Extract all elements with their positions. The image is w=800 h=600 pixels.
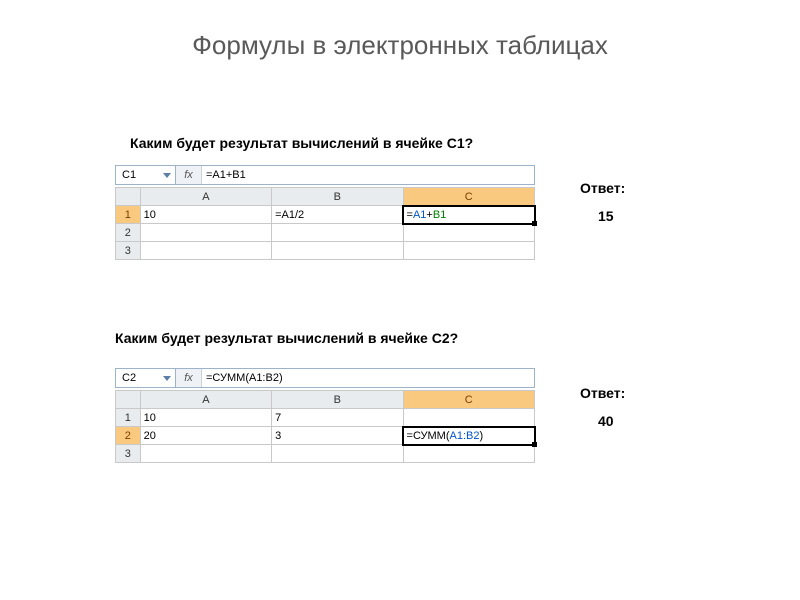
col-header-B[interactable]: B (272, 188, 403, 206)
column-header-row: A B C (116, 188, 535, 206)
formula-text: =СУММ(A1:B2) (206, 372, 283, 384)
formula-text: =A1+B1 (206, 169, 246, 181)
question-2: Каким будет результат вычислений в ячейк… (115, 330, 458, 346)
cell-B2[interactable]: 3 (272, 427, 403, 445)
spreadsheet-2[interactable]: A B C 1 10 7 2 20 3 =СУММ(A1:B2) 3 (115, 390, 535, 463)
name-box-value: C1 (122, 169, 136, 181)
table-row: 3 (116, 242, 535, 260)
cell-C3[interactable] (403, 242, 534, 260)
spreadsheet-1[interactable]: A B C 1 10 =A1/2 =A1+B1 2 3 (115, 187, 535, 260)
cell-ref-A1: A1 (413, 209, 426, 221)
slide-title: Формулы в электронных таблицах (0, 30, 800, 61)
cell-B1[interactable]: 7 (272, 409, 403, 427)
name-box[interactable]: C1 (116, 166, 176, 184)
column-header-row: A B C (116, 391, 535, 409)
cell-text: =СУММ( (407, 430, 450, 442)
cell-A3[interactable] (140, 445, 271, 463)
formula-input[interactable]: =СУММ(A1:B2) (202, 369, 534, 387)
cell-C3[interactable] (403, 445, 534, 463)
table-row: 3 (116, 445, 535, 463)
fx-icon[interactable]: fx (176, 166, 202, 184)
cell-B1[interactable]: =A1/2 (272, 206, 403, 224)
row-header-1[interactable]: 1 (116, 409, 141, 427)
cell-ref-B1: B1 (433, 209, 446, 221)
cell-B3[interactable] (272, 445, 403, 463)
cell-A1[interactable]: 10 (140, 206, 271, 224)
row-header-3[interactable]: 3 (116, 445, 141, 463)
col-header-B[interactable]: B (272, 391, 403, 409)
cell-B3[interactable] (272, 242, 403, 260)
name-box[interactable]: C2 (116, 369, 176, 387)
row-header-2[interactable]: 2 (116, 427, 141, 445)
table-row: 2 (116, 224, 535, 242)
cell-C1[interactable] (403, 409, 534, 427)
formula-bar: C2 fx =СУММ(A1:B2) (115, 368, 535, 388)
col-header-C[interactable]: C (403, 188, 534, 206)
cell-B2[interactable] (272, 224, 403, 242)
formula-bar: C1 fx =A1+B1 (115, 165, 535, 185)
excel-snippet-1: C1 fx =A1+B1 A B C 1 10 =A1/2 =A1+B1 2 (115, 165, 535, 260)
row-header-2[interactable]: 2 (116, 224, 141, 242)
table-row: 1 10 =A1/2 =A1+B1 (116, 206, 535, 224)
cell-A3[interactable] (140, 242, 271, 260)
cell-C2[interactable]: =СУММ(A1:B2) (403, 427, 534, 445)
corner-cell[interactable] (116, 188, 141, 206)
question-1: Каким будет результат вычислений в ячейк… (130, 135, 473, 151)
cell-text: ) (479, 430, 483, 442)
col-header-A[interactable]: A (140, 391, 271, 409)
cell-C1[interactable]: =A1+B1 (403, 206, 534, 224)
cell-A1[interactable]: 10 (140, 409, 271, 427)
col-header-A[interactable]: A (140, 188, 271, 206)
cell-A2[interactable] (140, 224, 271, 242)
excel-snippet-2: C2 fx =СУММ(A1:B2) A B C 1 10 7 2 20 3 =… (115, 368, 535, 463)
corner-cell[interactable] (116, 391, 141, 409)
fx-icon[interactable]: fx (176, 369, 202, 387)
answer-2-label: Ответ: (580, 385, 625, 401)
col-header-C[interactable]: C (403, 391, 534, 409)
name-box-value: C2 (122, 372, 136, 384)
row-header-1[interactable]: 1 (116, 206, 141, 224)
answer-1-value: 15 (598, 208, 614, 224)
table-row: 2 20 3 =СУММ(A1:B2) (116, 427, 535, 445)
answer-1-label: Ответ: (580, 180, 625, 196)
cell-C2[interactable] (403, 224, 534, 242)
table-row: 1 10 7 (116, 409, 535, 427)
answer-2-value: 40 (598, 413, 614, 429)
row-header-3[interactable]: 3 (116, 242, 141, 260)
cell-ref-range: A1:B2 (450, 430, 480, 442)
formula-input[interactable]: =A1+B1 (202, 166, 534, 184)
cell-A2[interactable]: 20 (140, 427, 271, 445)
